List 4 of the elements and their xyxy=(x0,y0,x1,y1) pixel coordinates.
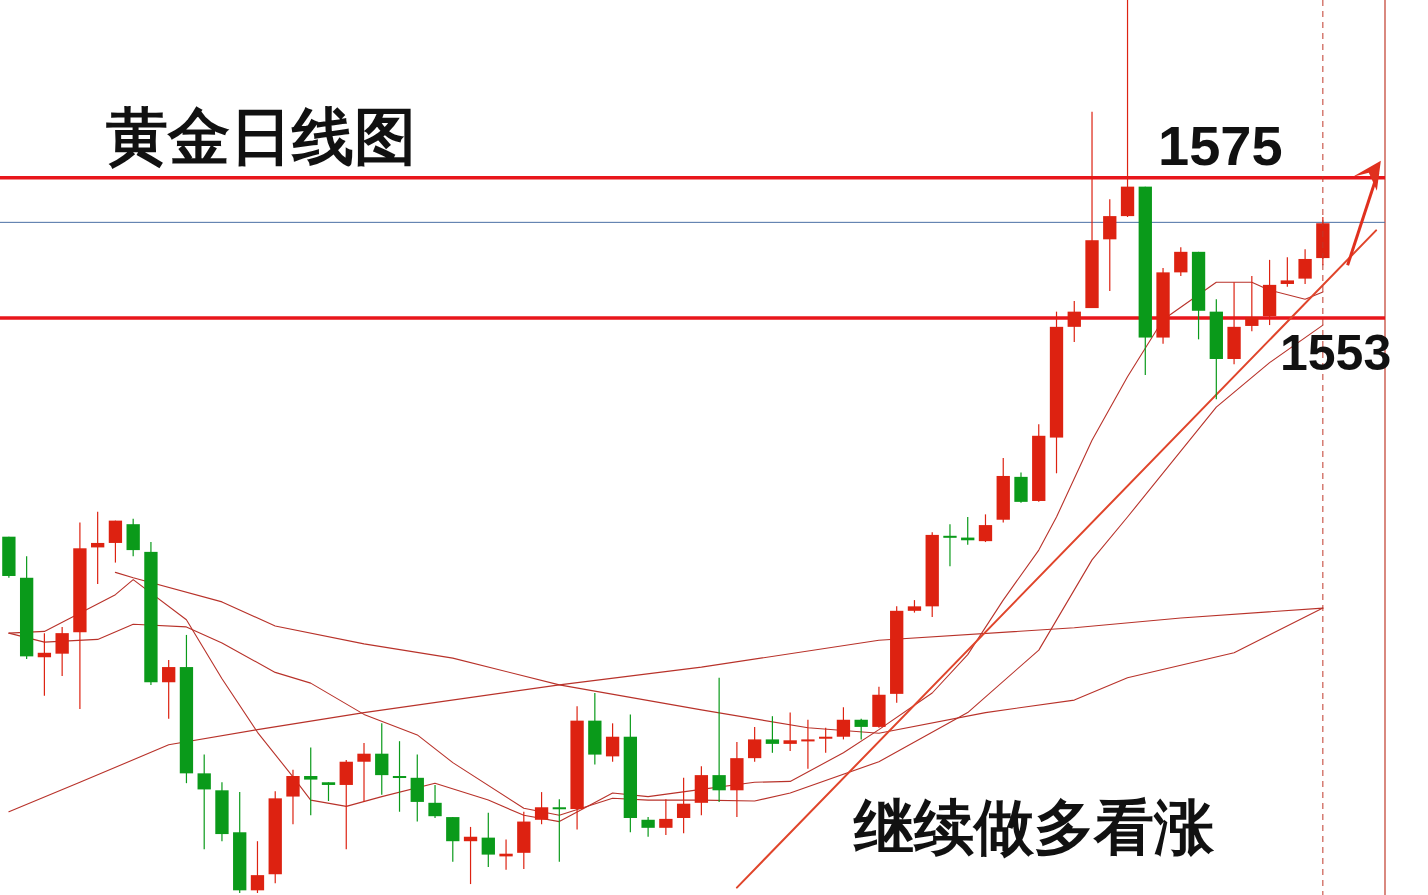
annotation: 1575 xyxy=(1158,114,1283,177)
annotation: 继续做多看涨 xyxy=(853,794,1215,861)
text: 黄金日线图 xyxy=(106,102,416,171)
annotation: 1553 xyxy=(1280,325,1392,381)
